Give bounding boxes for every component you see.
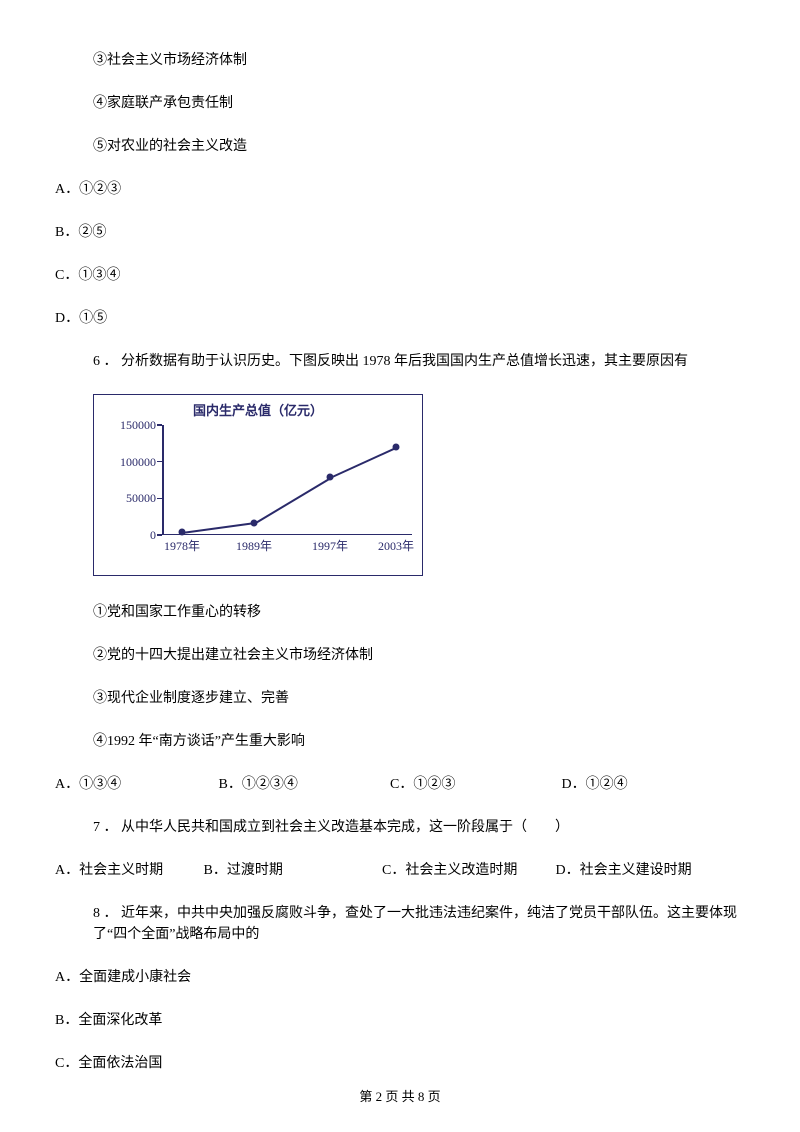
y-tick xyxy=(157,534,162,536)
q7-stem: 7 ． 从中华人民共和国成立到社会主义改造基本完成，这一阶段属于（ ） xyxy=(55,817,745,838)
y-tick xyxy=(157,424,162,426)
q6-sub-4: ④1992 年“南方谈话”产生重大影响 xyxy=(55,731,745,752)
q5-option-d: D．①⑤ xyxy=(55,308,745,329)
y-tick xyxy=(157,498,162,500)
chart-plot-area: 0500001000001500001978年1989年1997年2003年 xyxy=(162,425,412,535)
q5-option-c: C．①③④ xyxy=(55,265,745,286)
q5-item-5: ⑤对农业的社会主义改造 xyxy=(55,136,745,157)
chart-segment xyxy=(330,447,397,478)
chart-point xyxy=(327,474,334,481)
x-label: 1989年 xyxy=(236,537,272,555)
q5-option-b: B．②⑤ xyxy=(55,222,745,243)
q6-sub-1: ①党和国家工作重心的转移 xyxy=(55,602,745,623)
q7-option-a: A．社会主义时期 xyxy=(55,860,200,881)
y-label: 0 xyxy=(102,526,156,544)
q5-item-4: ④家庭联产承包责任制 xyxy=(55,93,745,114)
q7-options: A．社会主义时期 B．过渡时期 C．社会主义改造时期 D．社会主义建设时期 xyxy=(55,860,745,881)
chart-point xyxy=(251,519,258,526)
q7-option-c: C．社会主义改造时期 xyxy=(382,860,552,881)
q6-option-d: D．①②④ xyxy=(562,774,692,795)
y-label: 50000 xyxy=(102,489,156,507)
chart-segment xyxy=(182,523,254,534)
x-label: 1997年 xyxy=(312,537,348,555)
q8-option-c: C．全面依法治国 xyxy=(55,1053,745,1074)
q6-option-c: C．①②③ xyxy=(390,774,558,795)
q7-option-d: D．社会主义建设时期 xyxy=(556,860,706,881)
q7-option-b: B．过渡时期 xyxy=(204,860,379,881)
x-label: 2003年 xyxy=(378,537,414,555)
page-footer: 第 2 页 共 8 页 xyxy=(0,1087,800,1107)
chart-segment xyxy=(254,477,331,524)
x-axis xyxy=(162,534,412,536)
q6-sub-2: ②党的十四大提出建立社会主义市场经济体制 xyxy=(55,645,745,666)
q6-stem: 6 ． 分析数据有助于认识历史。下图反映出 1978 年后我国国内生产总值增长迅… xyxy=(55,351,745,372)
chart-point xyxy=(393,444,400,451)
gdp-chart: 国内生产总值（亿元） 0500001000001500001978年1989年1… xyxy=(93,394,423,576)
q5-option-a: A．①②③ xyxy=(55,179,745,200)
y-tick xyxy=(157,461,162,463)
x-label: 1978年 xyxy=(164,537,200,555)
y-label: 150000 xyxy=(102,416,156,434)
q5-item-3: ③社会主义市场经济体制 xyxy=(55,50,745,71)
q8-option-a: A．全面建成小康社会 xyxy=(55,967,745,988)
q6-options: A．①③④ B．①②③④ C．①②③ D．①②④ xyxy=(55,774,745,795)
q8-option-b: B．全面深化改革 xyxy=(55,1010,745,1031)
y-label: 100000 xyxy=(102,453,156,471)
q8-stem: 8 ． 近年来，中共中央加强反腐败斗争，查处了一大批违法违纪案件，纯洁了党员干部… xyxy=(55,903,745,945)
q6-option-a: A．①③④ xyxy=(55,774,215,795)
chart-point xyxy=(179,529,186,536)
q6-option-b: B．①②③④ xyxy=(219,774,387,795)
y-axis xyxy=(162,425,164,535)
q6-sub-3: ③现代企业制度逐步建立、完善 xyxy=(55,688,745,709)
